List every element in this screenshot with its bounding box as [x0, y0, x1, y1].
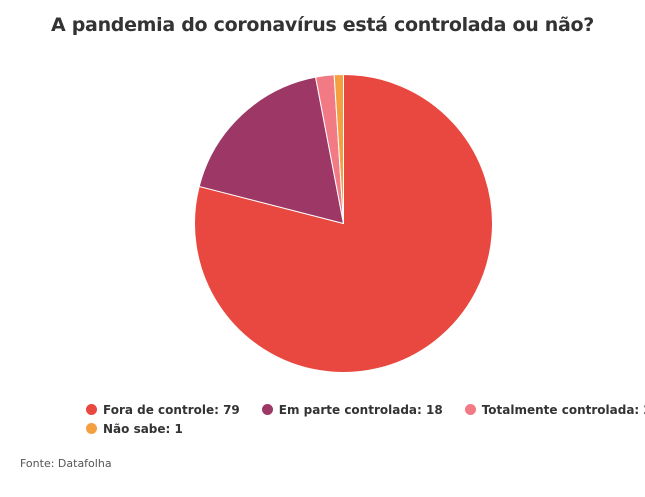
- legend-marker: [86, 423, 97, 434]
- legend-label: Em parte controlada: 18: [278, 402, 443, 417]
- legend-label: Totalmente controlada: 2: [481, 402, 645, 417]
- pie-slice-em-parte-controlada[interactable]: [198, 76, 345, 225]
- legend-marker: [464, 404, 476, 415]
- chart-title: A pandemia do coronavírus está controlad…: [51, 14, 594, 36]
- legend-item-fora-de-controle[interactable]: Fora de controle: 79: [86, 403, 240, 417]
- legend-item-em-parte-controlada[interactable]: Em parte controlada: 18: [261, 402, 443, 417]
- legend-label: Não sabe: 1: [103, 421, 183, 436]
- pie-slices: [194, 73, 493, 373]
- chart-legend: Fora de controle: 79 Em parte controlada…: [86, 400, 645, 438]
- legend-marker: [261, 404, 273, 415]
- pie-slice-nao-sabe[interactable]: [333, 73, 344, 224]
- legend-item-totalmente-controlada[interactable]: Totalmente controlada: 2: [464, 402, 645, 417]
- source-note: Fonte: Datafolha: [20, 457, 112, 470]
- legend-label: Fora de controle: 79: [103, 402, 240, 417]
- pie-chart: [194, 73, 493, 373]
- legend-row: Não sabe: 1: [86, 419, 626, 438]
- legend-marker: [86, 404, 97, 415]
- legend-row: Fora de controle: 79 Em parte controlada…: [86, 400, 645, 419]
- legend-item-nao-sabe[interactable]: Não sabe: 1: [86, 422, 183, 436]
